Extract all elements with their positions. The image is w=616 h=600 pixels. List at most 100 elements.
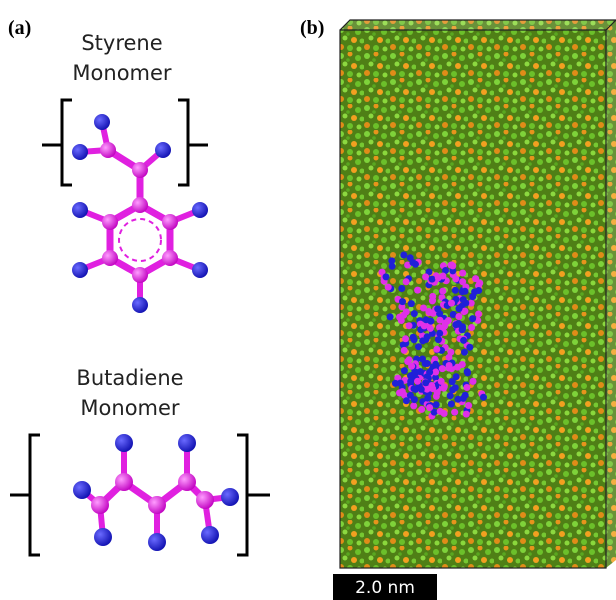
molecule-title: Monomer (80, 396, 180, 420)
polymer-atom (411, 385, 418, 392)
polymer-atom (403, 278, 410, 285)
polymer-atom (412, 261, 419, 268)
polymer-atom (424, 360, 431, 367)
polymer-atom (415, 343, 422, 350)
polymer-atom (418, 406, 425, 413)
panel-label: (a) (8, 17, 31, 39)
polymer-atom (408, 300, 415, 307)
polymer-atom (426, 369, 433, 376)
panel-label: (b) (300, 17, 324, 39)
polymer-atom (465, 402, 472, 409)
polymer-atom (426, 404, 433, 411)
polymer-atom (435, 336, 442, 343)
polymer-atom (433, 401, 440, 408)
polymer-atom (410, 402, 417, 409)
polymer-atom (385, 284, 392, 291)
polymer-atom (464, 368, 471, 375)
polymer-atom (411, 396, 418, 403)
polymer-atom (418, 386, 425, 393)
polymer-atom (401, 367, 408, 374)
figure: (a) Styrene Monomer Butadiene Monomer (b… (0, 0, 616, 600)
polymer-atom (448, 300, 455, 307)
polymer-atom (401, 347, 408, 354)
polymer-atom (423, 316, 430, 323)
polymer-atom (463, 411, 470, 418)
polymer-atom (399, 388, 406, 395)
polymer-atom (439, 288, 446, 295)
simulation-box (340, 20, 616, 568)
polymer-atom (456, 305, 463, 312)
polymer-atom (397, 380, 404, 387)
polymer-atom (408, 363, 415, 370)
polymer-atom (433, 346, 440, 353)
polymer-atom (414, 287, 421, 294)
polymer-atom (400, 252, 407, 259)
polymer-atom (460, 296, 467, 303)
polymer-atom (439, 365, 446, 372)
polymer-atom (452, 287, 459, 294)
molecule-title: Styrene (81, 31, 162, 55)
polymer-atom (447, 349, 454, 356)
polymer-atom (459, 278, 466, 285)
polymer-atom (389, 263, 396, 270)
polymer-atom (460, 337, 467, 344)
styrene-structure (42, 100, 208, 313)
polymer-atom (451, 409, 458, 416)
polymer-atom (436, 330, 443, 337)
polymer-atom (446, 362, 453, 369)
polymer-atom (414, 378, 421, 385)
molecule-title: Butadiene (76, 366, 183, 390)
polymer-atom (424, 333, 431, 340)
polymer-atom (475, 311, 482, 318)
polymer-atom (427, 325, 434, 332)
polymer-atom (434, 305, 441, 312)
polymer-atom (407, 378, 414, 385)
polymer-atom (469, 315, 476, 322)
polymer-atom (459, 270, 466, 277)
polymer-atom (424, 395, 431, 402)
polymer-atom (425, 308, 432, 315)
polymer-atom (459, 361, 466, 368)
polymer-atom (452, 384, 459, 391)
polymer-atom (403, 308, 410, 315)
polymer-atom (421, 322, 428, 329)
polymer-atom (402, 335, 409, 342)
polymer-atom (411, 310, 418, 317)
polymer-atom (448, 401, 455, 408)
butadiene-structure (10, 434, 270, 555)
molecule-title: Monomer (72, 61, 172, 85)
polymer-atom (437, 408, 444, 415)
polymer-atom (442, 320, 449, 327)
polymer-atom (429, 297, 436, 304)
scale-bar-label: 2.0 nm (355, 578, 415, 598)
polymer-atom (449, 378, 456, 385)
polymer-atom (435, 274, 442, 281)
polymer-atom (472, 275, 479, 282)
polymer-atom (432, 369, 439, 376)
polymer-atom (422, 379, 429, 386)
polymer-atom (459, 326, 466, 333)
polymer-atom (466, 344, 473, 351)
polymer-atom (475, 287, 482, 294)
polymer-atom (413, 369, 420, 376)
polymer-atom (383, 273, 390, 280)
polymer-atom (461, 349, 468, 356)
polymer-atom (398, 285, 405, 292)
polymer-atom (387, 313, 394, 320)
polymer-atom (429, 276, 436, 283)
polymer-atom (480, 394, 487, 401)
polymer-atom (452, 275, 459, 282)
polymer-atom (463, 384, 470, 391)
polymer-atom (455, 313, 462, 320)
polymer-atom (406, 322, 413, 329)
polymer-atom (452, 321, 459, 328)
polymer-atom (441, 383, 448, 390)
polymer-atom (399, 298, 406, 305)
polymer-atom (469, 293, 476, 300)
polymer-atom (432, 361, 439, 368)
polymer-atom (410, 334, 417, 341)
polymer-atom (460, 395, 467, 402)
polymer-atom (462, 288, 469, 295)
polymer-atom (470, 378, 477, 385)
polymer-atom (449, 262, 456, 269)
